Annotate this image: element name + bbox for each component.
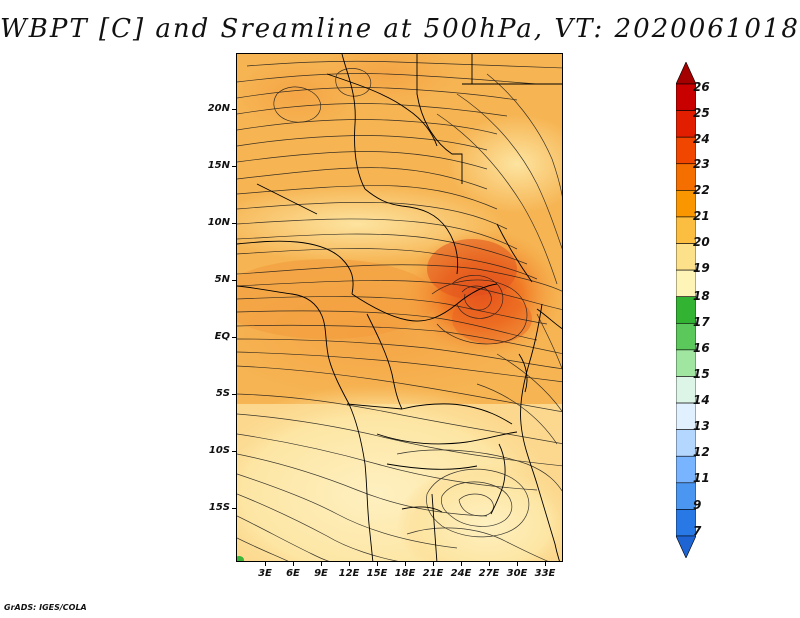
lon-tick <box>489 562 490 566</box>
lon-tick <box>461 562 462 566</box>
colorbar-bottom-triangle <box>676 535 696 558</box>
lat-label: 20N <box>207 103 230 114</box>
lat-label: 15N <box>207 160 230 171</box>
colorbar-label: 22 <box>693 183 710 197</box>
lat-tick <box>232 109 236 110</box>
lat-tick <box>232 508 236 509</box>
colorbar-label: 13 <box>693 419 710 433</box>
chart-title: WBPT [C] and Sreamline at 500hPa, VT: 20… <box>0 14 800 44</box>
lon-tick <box>405 562 406 566</box>
colorbar-label: 12 <box>693 445 710 459</box>
lat-label: 10S <box>208 445 230 456</box>
lon-label: 30E <box>506 568 528 579</box>
lon-label: 6E <box>286 568 300 579</box>
colorbar-label: 15 <box>693 367 710 381</box>
lon-tick <box>545 562 546 566</box>
lon-label: 18E <box>394 568 416 579</box>
lat-tick <box>232 223 236 224</box>
lat-tick <box>232 337 236 338</box>
lon-tick <box>265 562 266 566</box>
lon-label: 15E <box>366 568 388 579</box>
colorbar-label: 25 <box>693 106 710 120</box>
colorbar-label: 19 <box>693 261 710 275</box>
lon-tick <box>377 562 378 566</box>
lat-tick <box>232 166 236 167</box>
lat-label: 5S <box>215 388 230 399</box>
colorbar-label: 14 <box>693 393 710 407</box>
lon-tick <box>349 562 350 566</box>
colorbar-label: 11 <box>693 471 710 485</box>
colorbar-label: 21 <box>693 209 710 223</box>
colorbar-label: 17 <box>693 315 710 329</box>
lat-label: 10N <box>207 217 230 228</box>
lat-tick <box>232 394 236 395</box>
lon-label: 12E <box>338 568 360 579</box>
map-panel <box>236 53 563 562</box>
lon-tick <box>293 562 294 566</box>
colorbar-label: 9 <box>693 498 702 512</box>
lon-tick <box>433 562 434 566</box>
lon-label: 24E <box>450 568 472 579</box>
footer-credit: GrADS: IGES/COLA <box>4 603 87 612</box>
colorbar-label: 18 <box>693 289 710 303</box>
colorbar-label: 7 <box>693 524 702 538</box>
lon-label: 27E <box>478 568 500 579</box>
lon-tick <box>321 562 322 566</box>
lon-tick <box>517 562 518 566</box>
lon-label: 3E <box>258 568 272 579</box>
colorbar-label: 20 <box>693 235 710 249</box>
lon-label: 21E <box>422 568 444 579</box>
lat-label: 15S <box>208 502 230 513</box>
colorbar-label: 23 <box>693 157 710 171</box>
lon-label: 33E <box>534 568 556 579</box>
lat-label: 5N <box>214 274 230 285</box>
lat-tick <box>232 451 236 452</box>
colorbar-label: 26 <box>693 80 710 94</box>
colorbar-label: 24 <box>693 132 710 146</box>
colorbar <box>676 62 696 558</box>
lat-tick <box>232 280 236 281</box>
lon-label: 9E <box>314 568 328 579</box>
lat-label: EQ <box>214 331 230 342</box>
colorbar-label: 16 <box>693 341 710 355</box>
wbpt-field <box>237 54 562 561</box>
